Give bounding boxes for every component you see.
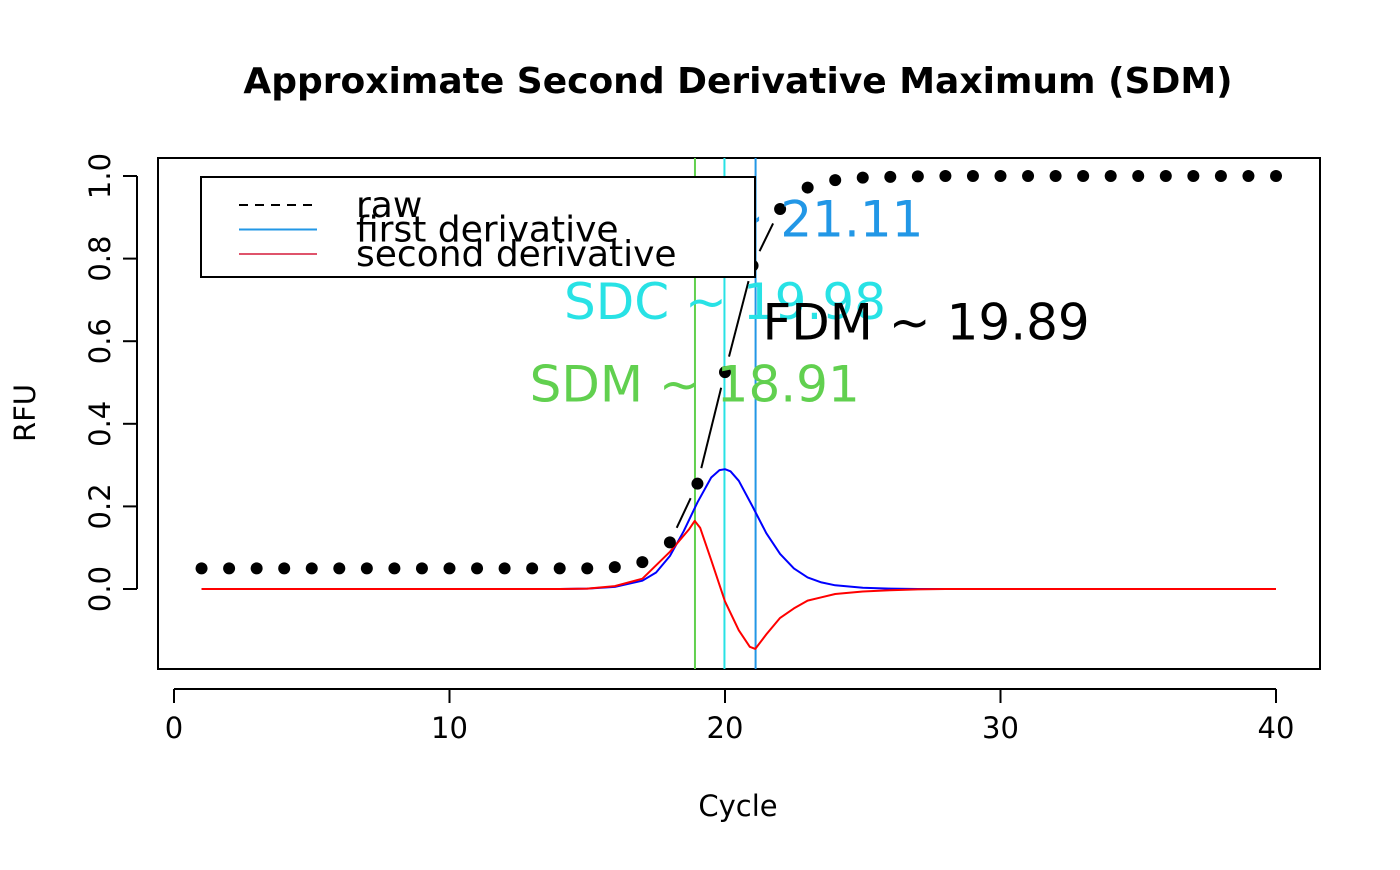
x-tick-label: 40 [1258, 711, 1295, 745]
raw-data-point [856, 171, 869, 184]
raw-connector-segment [675, 497, 692, 529]
raw-data-point [966, 170, 979, 182]
raw-data-point [1159, 170, 1172, 182]
raw-data-point [636, 556, 649, 569]
raw-data-point [1270, 170, 1282, 182]
raw-data-point [663, 536, 676, 549]
raw-data-point [884, 170, 897, 183]
y-axis: 0.0 0.2 0.4 0.6 0.8 1.0 [83, 153, 138, 612]
raw-connector-segment [728, 280, 750, 357]
raw-data-point [443, 562, 456, 575]
first-derivative-line [201, 468, 1276, 590]
raw-data-point [1132, 170, 1145, 182]
raw-data-point [1104, 170, 1117, 182]
second-derivative-line [201, 519, 1276, 650]
raw-data-point [195, 562, 208, 575]
raw-data-point [801, 181, 814, 194]
legend-label: first derivative [356, 210, 619, 251]
y-tick-label: 0.2 [83, 483, 117, 529]
plot-frame [157, 157, 1321, 670]
raw-data-point [911, 170, 924, 183]
legend-box [200, 176, 756, 278]
raw-data-point [388, 562, 401, 575]
annotation-label: SDM ~ 18.91 [530, 356, 860, 414]
y-tick-label: 0.0 [83, 566, 117, 612]
annotation-label: SDC ~ 19.98 [564, 273, 886, 331]
legend-label: raw [356, 185, 422, 226]
raw-data-point [526, 562, 539, 575]
raw-data-point [305, 562, 318, 575]
y-tick-label: 0.8 [83, 236, 117, 282]
chart-title: Approximate Second Derivative Maximum (S… [243, 61, 1232, 102]
raw-data-point [1214, 170, 1227, 182]
raw-data-point [1077, 170, 1090, 182]
raw-data-point [498, 562, 511, 575]
raw-connector-segment [758, 222, 774, 252]
raw-data-point [691, 477, 704, 490]
annotation-label: FDM ~ 19.89 [762, 294, 1089, 352]
raw-data-point [1187, 170, 1200, 182]
raw-connector-segment [700, 387, 723, 469]
raw-data-point [581, 562, 594, 575]
raw-data-point [553, 562, 566, 575]
y-tick-label: 0.4 [83, 401, 117, 447]
raw-data-point [719, 366, 731, 379]
x-tick-label: 30 [982, 711, 1019, 745]
raw-data-point [415, 562, 428, 575]
y-axis-label: RFU [8, 384, 42, 442]
raw-data-point [278, 562, 291, 575]
raw-data-point [333, 562, 346, 575]
raw-data-point [608, 561, 621, 574]
raw-data-point [1049, 170, 1062, 182]
raw-data-point [223, 562, 236, 575]
raw-data-point [939, 170, 952, 182]
raw-data-point [471, 562, 484, 575]
x-axis-label: Cycle [698, 789, 777, 823]
raw-data-point [994, 170, 1007, 182]
x-tick-label: 0 [165, 711, 183, 745]
legend-label: second derivative [356, 234, 677, 275]
raw-data-point [1242, 170, 1255, 182]
y-tick-label: 0.6 [83, 318, 117, 364]
raw-data-point [829, 174, 842, 187]
raw-data-point [360, 562, 373, 575]
y-tick-label: 1.0 [83, 153, 117, 199]
x-tick-label: 10 [431, 711, 468, 745]
raw-data-point [250, 562, 263, 575]
raw-data-point [1022, 170, 1035, 182]
x-tick-label: 20 [707, 711, 744, 745]
x-axis: 0 10 20 30 40 [165, 688, 1295, 745]
raw-data-point [774, 203, 787, 216]
